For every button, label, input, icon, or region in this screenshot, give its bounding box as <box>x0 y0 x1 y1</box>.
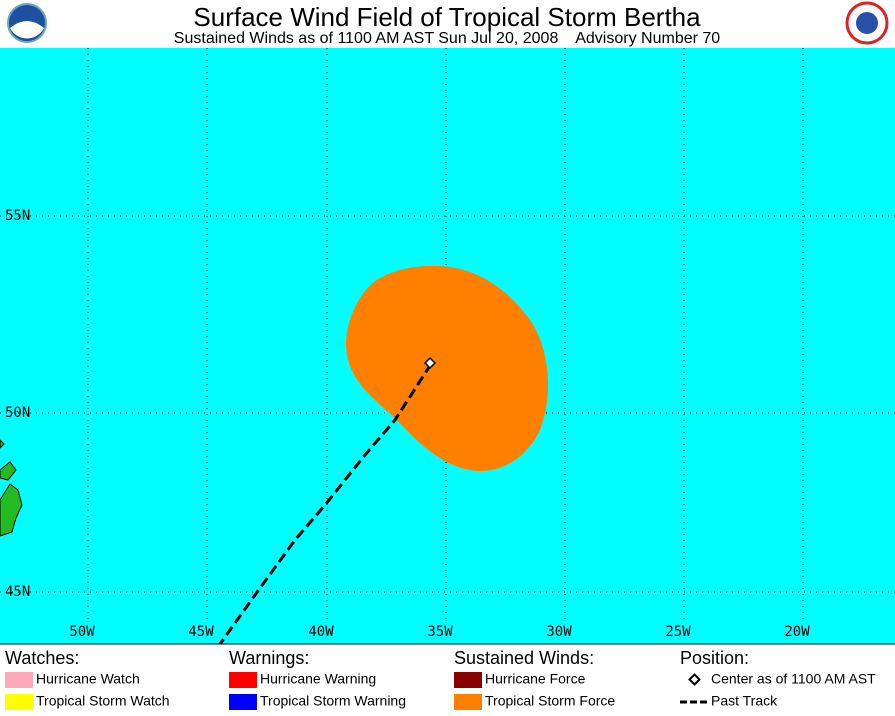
longitude-label: 45W <box>188 624 214 640</box>
subtitle: Sustained Winds as of 1100 AM AST Sun Ju… <box>174 30 720 47</box>
legend-heading: Warnings: <box>229 648 309 668</box>
longitude-label: 25W <box>665 624 691 640</box>
legend-item: Center as of 1100 AM AST <box>711 671 876 687</box>
legend-item: Hurricane Force <box>485 671 586 687</box>
title: Surface Wind Field of Tropical Storm Ber… <box>193 2 701 32</box>
longitude-label: 35W <box>427 624 453 640</box>
storm-center <box>423 356 437 370</box>
legend-heading: Position: <box>680 648 749 668</box>
land <box>0 439 23 537</box>
legend-item: Tropical Storm Warning <box>260 693 406 709</box>
latitude-label: 55N <box>5 208 30 224</box>
legend-heading: Watches: <box>5 648 79 668</box>
past-track <box>218 363 433 645</box>
legend-heading: Sustained Winds: <box>454 648 594 668</box>
legend-swatch <box>5 672 33 688</box>
legend-swatch <box>5 694 33 710</box>
legend-center-symbol <box>688 673 701 686</box>
latitude-label: 45N <box>5 584 30 600</box>
noaa-logo <box>7 3 47 43</box>
longitude-label: 20W <box>784 624 810 640</box>
legend-item: Tropical Storm Force <box>485 693 615 709</box>
longitude-label: 40W <box>308 624 334 640</box>
legend-item: Past Track <box>711 693 778 709</box>
legend-item: Hurricane Warning <box>260 671 376 687</box>
longitude-label: 50W <box>69 624 95 640</box>
latitude-label: 50N <box>5 405 30 421</box>
nws-logo <box>845 1 889 45</box>
tropical-storm-force-wind-field <box>346 265 549 472</box>
legend-swatch <box>229 694 257 710</box>
legend-swatch <box>229 672 257 688</box>
legend-item: Hurricane Watch <box>36 671 140 687</box>
legend-swatch <box>454 672 482 688</box>
legend-swatch <box>454 694 482 710</box>
legend-item: Tropical Storm Watch <box>36 693 170 709</box>
longitude-label: 30W <box>546 624 572 640</box>
